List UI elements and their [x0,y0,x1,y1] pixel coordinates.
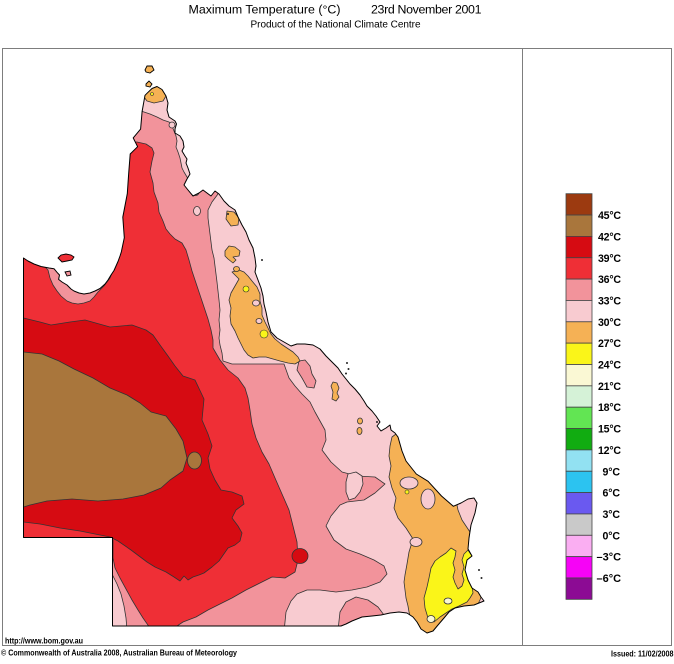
svg-text:23rd November 2001: 23rd November 2001 [371,3,482,17]
svg-text:18°C: 18°C [598,402,621,414]
svg-text:6°C: 6°C [603,488,621,500]
svg-text:36°C: 36°C [598,274,621,286]
svg-text:39°C: 39°C [598,253,621,265]
svg-text:21°C: 21°C [598,381,621,393]
svg-text:33°C: 33°C [598,295,621,307]
svg-text:Product of the National Climat: Product of the National Climate Centre [251,20,421,31]
svg-text:12°C: 12°C [598,445,621,457]
svg-text:–6°C: –6°C [597,573,622,585]
svg-text:30°C: 30°C [598,317,621,329]
svg-text:© Commonwealth of Australia 20: © Commonwealth of Australia 2008, Austra… [1,649,237,658]
svg-text:24°C: 24°C [598,360,621,372]
svg-text:–3°C: –3°C [597,552,622,564]
svg-text:42°C: 42°C [598,231,621,243]
svg-text:http://www.bom.gov.au: http://www.bom.gov.au [5,637,83,646]
svg-text:27°C: 27°C [598,338,621,350]
svg-text:3°C: 3°C [603,509,621,521]
svg-text:9°C: 9°C [603,466,621,478]
svg-text:15°C: 15°C [598,424,621,436]
svg-text:Maximum Temperature (°C): Maximum Temperature (°C) [189,3,341,17]
svg-text:0°C: 0°C [603,530,621,542]
svg-text:Issued: 11/02/2008: Issued: 11/02/2008 [611,650,674,659]
svg-text:45°C: 45°C [598,210,621,222]
